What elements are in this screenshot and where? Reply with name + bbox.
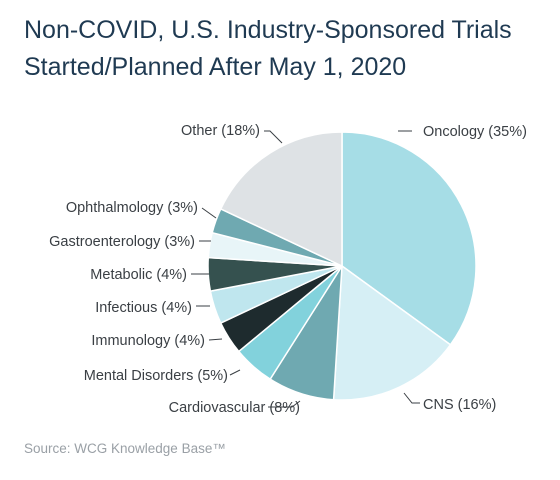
pie-slice-cns	[332, 264, 452, 401]
slice-label-immunology: Immunology (4%)	[91, 333, 205, 349]
leader-line-mental-disorders	[229, 369, 241, 376]
slice-label-cardiovascular: Cardiovascular (8%)	[169, 400, 300, 416]
slice-label-ophthalmology: Ophthalmology (3%)	[66, 200, 198, 216]
pie-slice-other	[219, 131, 343, 268]
leader-line-cns	[403, 392, 420, 404]
chart-title: Non-COVID, U.S. Industry-Sponsored Trial…	[24, 12, 544, 86]
source-note: Source: WCG Knowledge Base™	[24, 441, 226, 456]
title-line-2: Started/Planned After May 1, 2020	[24, 53, 407, 81]
slice-label-cns: CNS (16%)	[423, 397, 496, 413]
slice-label-oncology: Oncology (35%)	[423, 124, 527, 140]
leader-line-ophthalmology	[201, 207, 217, 219]
slice-label-other: Other (18%)	[181, 123, 260, 139]
leader-line-other	[264, 130, 283, 144]
pie-slice-oncology	[341, 131, 477, 346]
slice-label-metabolic: Metabolic (4%)	[90, 267, 187, 283]
slice-label-gastroenterology: Gastroenterology (3%)	[49, 234, 195, 250]
slice-label-infectious: Infectious (4%)	[95, 300, 192, 316]
slice-label-mental-disorders: Mental Disorders (5%)	[84, 368, 228, 384]
leader-line-immunology	[208, 338, 223, 341]
leader-line-cardiovascular	[268, 400, 301, 408]
title-line-1: Non-COVID, U.S. Industry-Sponsored Trial…	[24, 16, 512, 44]
